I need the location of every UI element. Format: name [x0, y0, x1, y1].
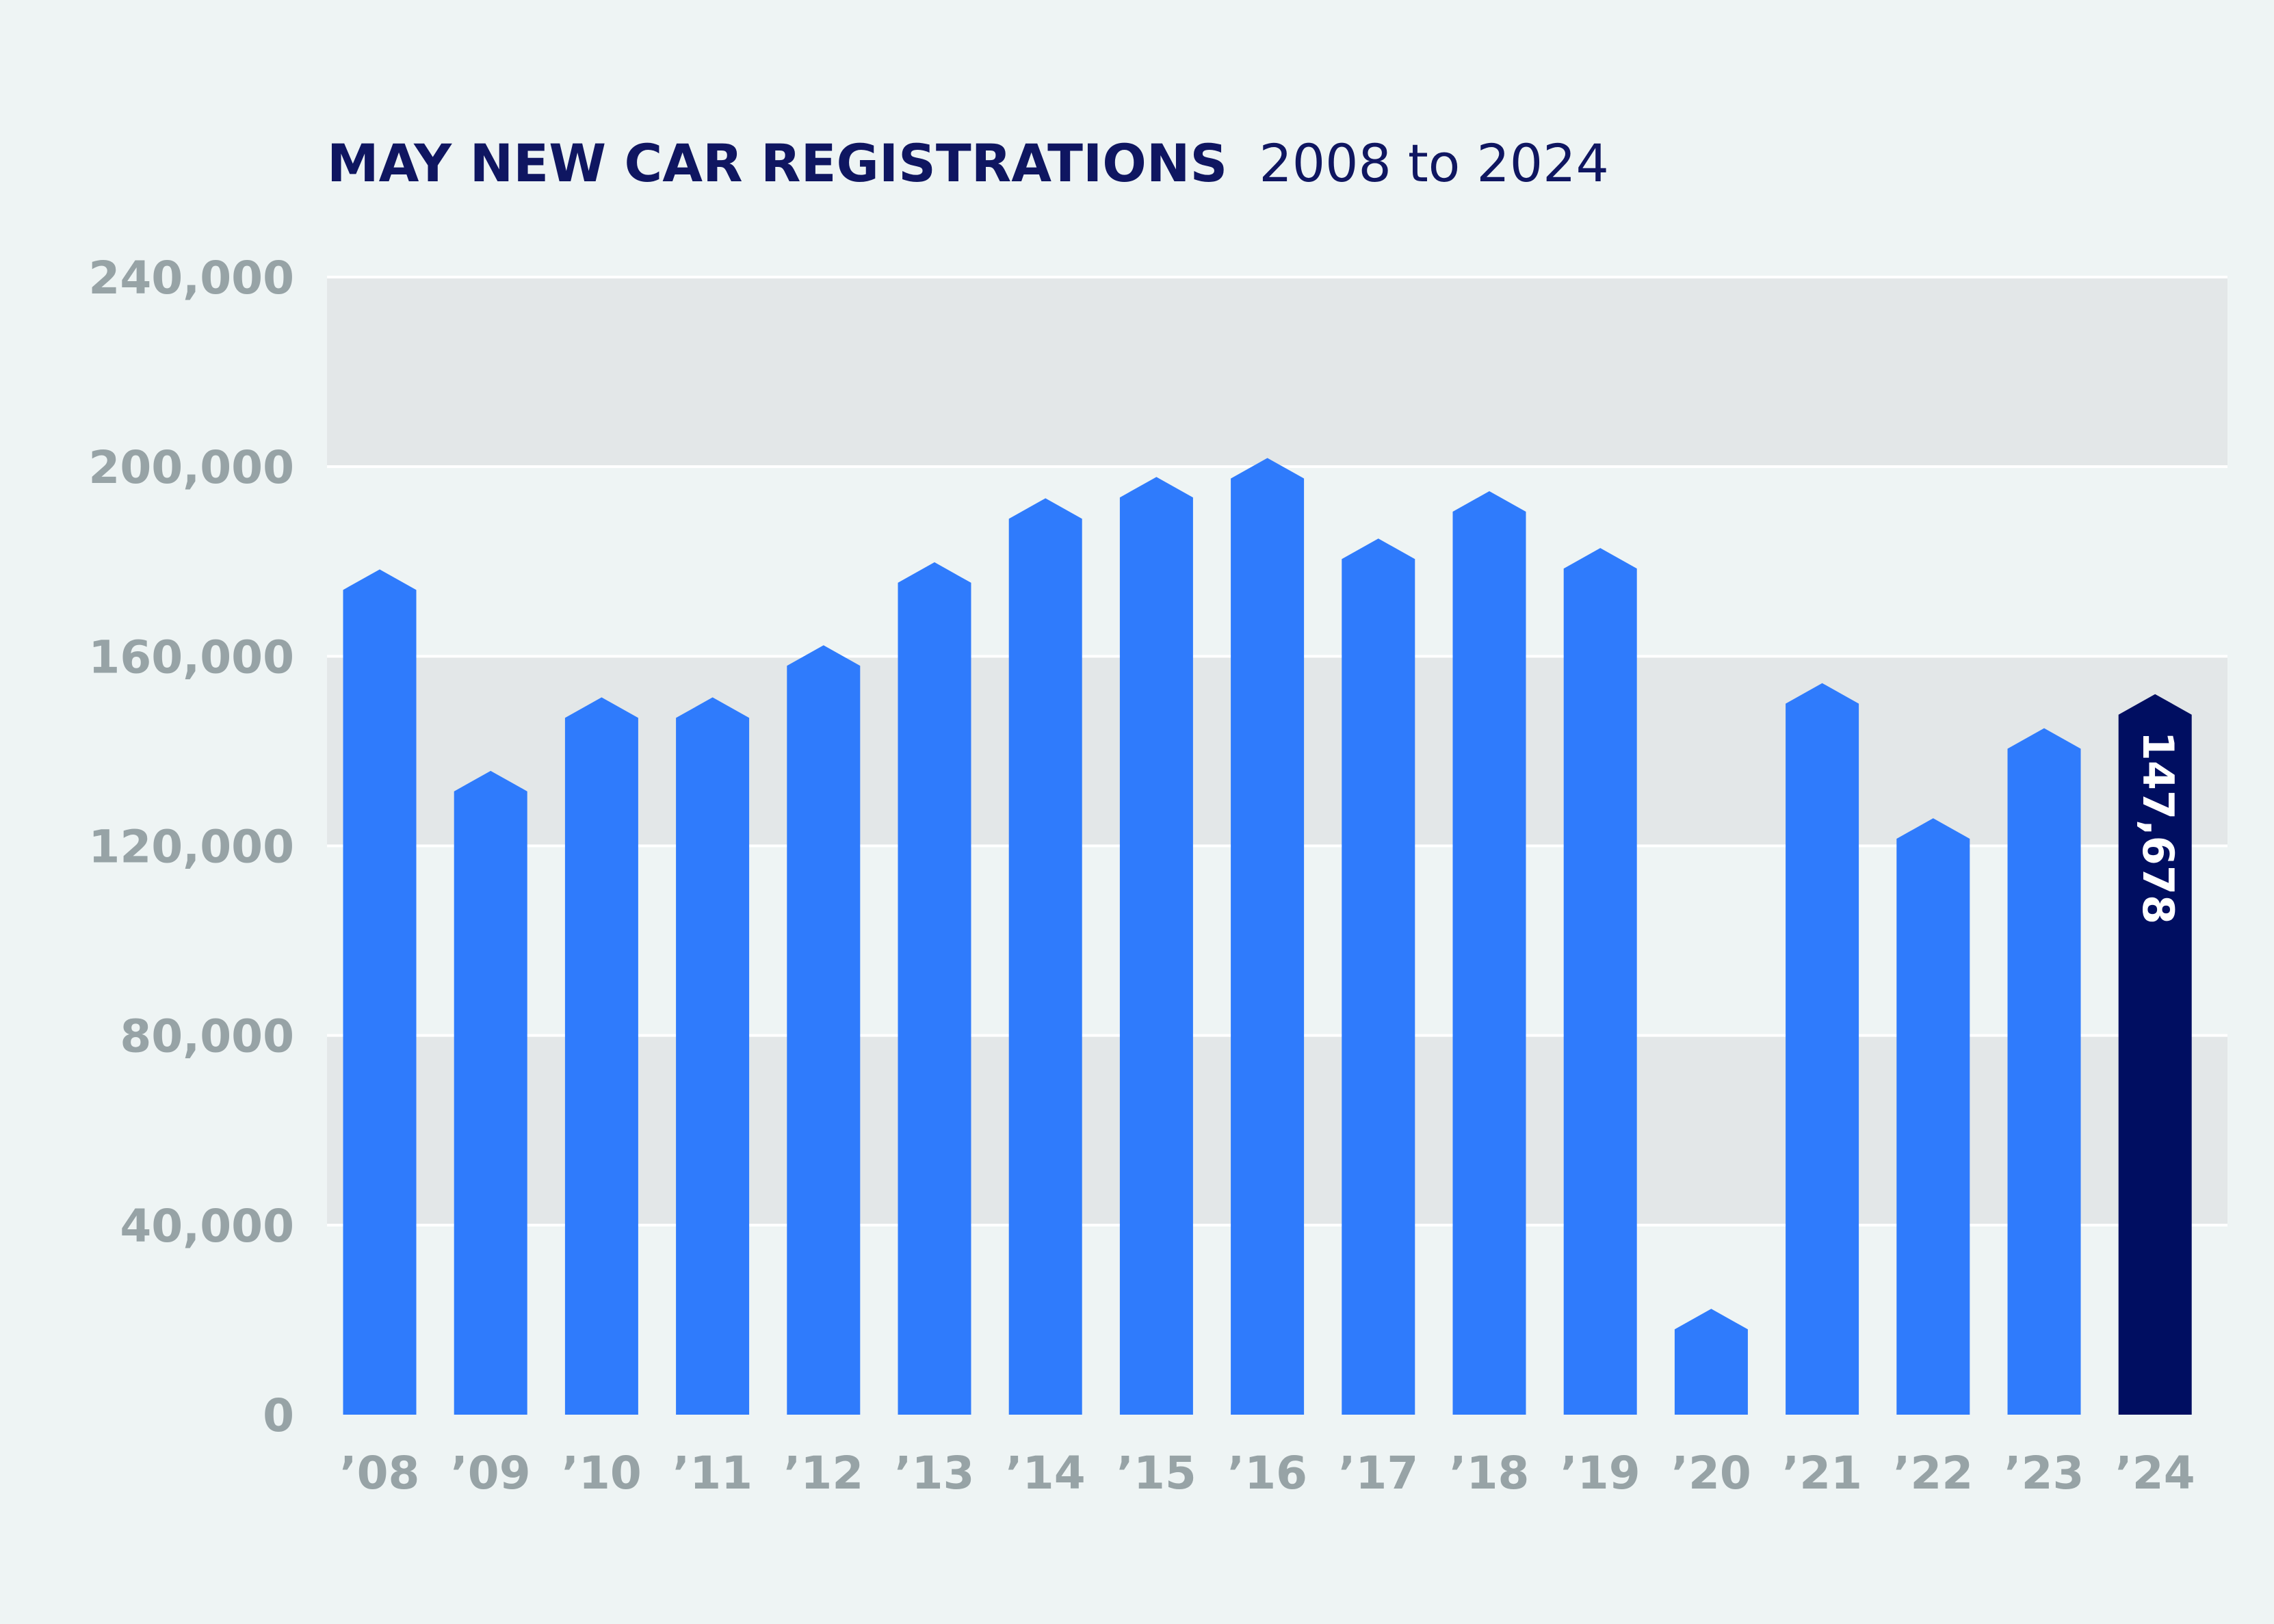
x-tick-label: ’21: [1782, 1447, 1862, 1499]
bar: [1342, 538, 1415, 1415]
bar: [676, 697, 750, 1415]
bar: [1786, 683, 1859, 1415]
y-tick-label: 40,000: [120, 1200, 294, 1253]
y-tick-label: 80,000: [120, 1010, 294, 1063]
bar: [2007, 728, 2081, 1415]
x-tick-label: ’14: [1006, 1447, 1086, 1499]
bar: [1119, 477, 1193, 1415]
bar: [787, 645, 861, 1415]
chart-title-main: MAY NEW CAR REGISTRATIONS: [327, 133, 1227, 194]
x-tick-label: ’16: [1227, 1447, 1307, 1499]
x-tick-label: ’10: [562, 1447, 642, 1499]
x-tick-label: ’18: [1450, 1447, 1530, 1499]
bars: 147,678: [343, 458, 2192, 1415]
x-tick-label: ’24: [2115, 1447, 2195, 1499]
chart-subtitle: 2008 to 2024: [1259, 133, 1608, 194]
bar: [1563, 548, 1637, 1415]
bar: [564, 697, 638, 1415]
x-tick-label: ’17: [1338, 1447, 1418, 1499]
bar-value-label: 147,678: [2133, 731, 2183, 924]
bar: [1674, 1309, 1748, 1415]
x-axis: ’08 ’09 ’10 ’11 ’12 ’13 ’14 ’15 ’16 ’17 ’18 ’19 ’20 ’…: [340, 1447, 2195, 1499]
x-tick-label: ’19: [1560, 1447, 1641, 1499]
x-tick-label: ’13: [895, 1447, 975, 1499]
x-tick-label: ’20: [1671, 1447, 1751, 1499]
y-tick-label: 240,000: [88, 252, 294, 304]
bar: [454, 770, 527, 1415]
x-tick-label: ’15: [1116, 1447, 1197, 1499]
x-tick-label: ’11: [672, 1447, 753, 1499]
x-tick-label: ’22: [1893, 1447, 1973, 1499]
x-tick-label: ’23: [2004, 1447, 2084, 1499]
chart-title: MAY NEW CAR REGISTRATIONS 2008 to 2024: [327, 133, 1609, 194]
bar: [1231, 458, 1305, 1415]
y-tick-label: 0: [263, 1389, 294, 1442]
y-tick-label: 160,000: [88, 631, 294, 683]
x-tick-label: ’09: [451, 1447, 531, 1499]
y-tick-label: 200,000: [88, 441, 294, 494]
y-axis: 0 40,000 80,000 120,000 160,000 200,000 240,00…: [88, 252, 294, 1442]
grid-band: [327, 277, 2227, 467]
bar: [1008, 498, 1082, 1415]
x-tick-label: ’08: [340, 1447, 420, 1499]
bar: [343, 569, 417, 1415]
y-tick-label: 120,000: [88, 821, 294, 874]
x-tick-label: ’12: [783, 1447, 863, 1499]
bar: [1896, 818, 1970, 1415]
bar: [898, 562, 971, 1415]
bar-highlight: [2118, 694, 2192, 1415]
bar: [1452, 490, 1526, 1415]
